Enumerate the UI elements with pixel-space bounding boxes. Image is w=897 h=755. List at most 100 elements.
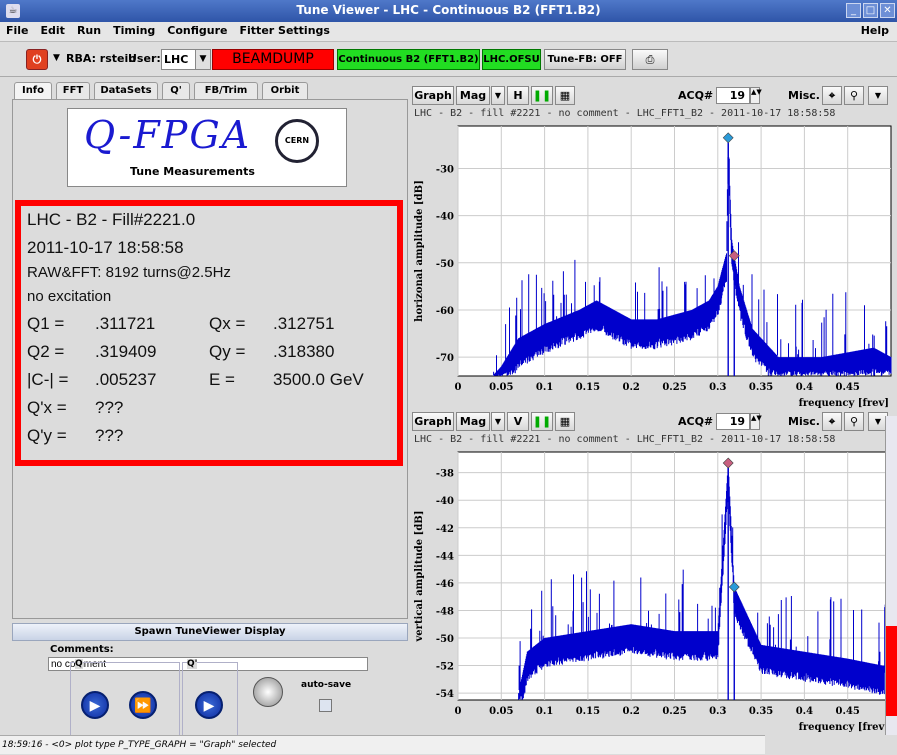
tab-datasets[interactable]: DataSets — [94, 82, 158, 99]
x-tick-label: 0.4 — [796, 706, 813, 717]
info-fill: LHC - B2 - Fill#2221.0 — [27, 210, 196, 229]
menu-file[interactable]: File — [6, 24, 29, 37]
qfpga-logo: Q-FPGA Tune Measurements CERN — [67, 108, 347, 187]
close-icon[interactable]: ✕ — [880, 3, 895, 18]
bottom-graph-button[interactable]: Graph — [412, 412, 454, 431]
maximize-icon[interactable]: □ — [863, 3, 878, 18]
top-acq-label: ACQ# — [678, 89, 714, 102]
x-tick-label: 0.25 — [662, 706, 686, 717]
top-graph-button[interactable]: Graph — [412, 86, 454, 105]
spectrum-series — [492, 143, 892, 376]
tab-info[interactable]: Info — [14, 82, 52, 101]
logo-title: Q-FPGA — [84, 113, 252, 157]
chroma-y-value: ??? — [95, 426, 124, 445]
y-tick-label: -48 — [436, 606, 454, 617]
top-misc-chevron-icon[interactable]: ▼ — [868, 86, 888, 105]
tab-qprime[interactable]: Q' — [162, 82, 190, 99]
y-tick-label: -50 — [436, 634, 454, 645]
y-axis-label: vertical amplitude [dB] — [414, 511, 425, 643]
ofsu-indicator: LHC.OFSU — [482, 49, 541, 70]
top-zoom-fit-icon[interactable]: ⌖ — [822, 86, 842, 105]
y-tick-label: -70 — [436, 353, 454, 364]
energy-value: 3500.0 GeV — [273, 370, 364, 389]
bottom-acq-input[interactable]: 19 — [716, 413, 750, 430]
record-icon[interactable] — [253, 677, 283, 707]
bottom-pause-icon[interactable]: ❚❚ — [531, 412, 553, 431]
overlapping-window-edge[interactable] — [885, 416, 897, 735]
bottom-grid-icon[interactable]: ▦ — [555, 412, 575, 431]
q2-label: Q2 = — [27, 342, 65, 361]
vertical-graph-panel: Graph Mag ▼ V ❚❚ ▦ ACQ# 19 ▲▼ Misc. ⌖ ⚲ … — [410, 410, 897, 735]
qx-value: .312751 — [273, 314, 335, 333]
menu-run[interactable]: Run — [76, 24, 102, 37]
user-label: User: — [128, 52, 161, 65]
energy-label: E = — [209, 370, 235, 389]
x-tick-label: 0.3 — [709, 382, 726, 393]
menu-fitter-settings[interactable]: Fitter Settings — [239, 24, 330, 37]
toolbar: ⏻ ▼ RBA: rstein User: LHC ▼ BEAMDUMP Con… — [0, 42, 897, 77]
x-axis-label: frequency [frev] — [799, 398, 889, 409]
bottom-misc-label: Misc. — [788, 415, 820, 428]
bottom-zoom-fit-icon[interactable]: ⌖ — [822, 412, 842, 431]
menu-configure[interactable]: Configure — [167, 24, 228, 37]
x-tick-label: 0.35 — [749, 382, 773, 393]
bottom-plane-button[interactable]: V — [507, 412, 529, 431]
java-app-icon[interactable]: ☕ — [6, 4, 20, 18]
top-grid-icon[interactable]: ▦ — [555, 86, 575, 105]
top-graph-subtitle: LHC - B2 - fill #2221 - no comment - LHC… — [414, 108, 836, 119]
info-raw-fft: RAW&FFT: 8192 turns@2.5Hz — [27, 264, 231, 281]
x-tick-label: 0.4 — [796, 382, 813, 393]
step-forward-icon[interactable]: ▶ — [81, 691, 109, 719]
user-select[interactable]: LHC ▼ — [161, 49, 211, 70]
horizontal-spectrum-chart[interactable]: 0 0.05 0.1 0.15 0.2 0.25 0.3 0.35 0.4 0.45 -30 -40 -… — [410, 122, 897, 412]
top-plane-button[interactable]: H — [507, 86, 529, 105]
tune-fb-button[interactable]: Tune-FB: OFF — [544, 49, 626, 70]
bottom-zoom-icon[interactable]: ⚲ — [844, 412, 864, 431]
top-acq-input[interactable]: 19 — [716, 87, 750, 104]
menu-bar: File Edit Run Timing Configure Fitter Setting… — [0, 22, 897, 42]
fast-forward-icon[interactable]: ⏩ — [129, 691, 157, 719]
bottom-acq-spinner-icon[interactable]: ▲▼ — [750, 413, 762, 430]
top-acq-spinner-icon[interactable]: ▲▼ — [750, 87, 762, 104]
top-pause-icon[interactable]: ❚❚ — [531, 86, 553, 105]
y-tick-label: -46 — [436, 579, 454, 590]
top-mode-select[interactable]: Mag — [456, 86, 490, 105]
tab-fft[interactable]: FFT — [56, 82, 90, 99]
y-tick-label: -60 — [436, 306, 454, 317]
user-value: LHC — [164, 53, 189, 66]
qprime-step-icon[interactable]: ▶ — [195, 691, 223, 719]
y-axis-label: horizonal amplitude [dB] — [414, 180, 425, 322]
autosave-checkbox[interactable] — [319, 699, 332, 712]
comments-input[interactable] — [48, 657, 368, 671]
spawn-tuneviewer-button[interactable]: Spawn TuneViewer Display — [12, 623, 408, 641]
title-bar[interactable]: ☕ Tune Viewer - LHC - Continuous B2 (FFT… — [0, 0, 897, 22]
y-tick-label: -52 — [436, 662, 454, 673]
chroma-y-label: Q'y = — [27, 426, 67, 445]
rba-dropdown-icon[interactable]: ▼ — [53, 53, 60, 63]
print-icon[interactable]: ⎙ — [632, 49, 668, 70]
autosave-label: auto-save — [301, 680, 352, 690]
bottom-mode-chevron-icon[interactable]: ▼ — [491, 412, 505, 431]
vertical-spectrum-chart[interactable]: 0 0.05 0.1 0.15 0.2 0.25 0.3 0.35 0.4 0.45 -38 -40 -… — [410, 448, 897, 736]
tab-fb-trim[interactable]: FB/Trim — [194, 82, 258, 99]
bottom-mode-select[interactable]: Mag — [456, 412, 490, 431]
power-icon[interactable]: ⏻ — [26, 49, 48, 70]
x-tick-label: 0.05 — [489, 382, 513, 393]
status-bar: 18:59:16 - <0> plot type P_TYPE_GRAPH = … — [0, 735, 765, 754]
menu-help[interactable]: Help — [860, 24, 889, 37]
menu-timing[interactable]: Timing — [113, 24, 156, 37]
tune-marker — [722, 132, 734, 144]
menu-edit[interactable]: Edit — [40, 24, 65, 37]
top-zoom-icon[interactable]: ⚲ — [844, 86, 864, 105]
minimize-icon[interactable]: _ — [846, 3, 861, 18]
window-title: Tune Viewer - LHC - Continuous B2 (FFT1.… — [296, 3, 601, 17]
tab-orbit[interactable]: Orbit — [262, 82, 308, 99]
overlapping-window-red-area — [886, 626, 897, 716]
top-graph-toolbar: Graph Mag ▼ H ❚❚ ▦ ACQ# 19 ▲▼ Misc. ⌖ ⚲ … — [410, 84, 897, 106]
horizontal-graph-panel: Graph Mag ▼ H ❚❚ ▦ ACQ# 19 ▲▼ Misc. ⌖ ⚲ … — [410, 84, 897, 410]
tune-marker — [728, 581, 740, 593]
tune-marker — [728, 250, 740, 262]
top-mode-chevron-icon[interactable]: ▼ — [491, 86, 505, 105]
qprime-control-group: Q' ▶ — [182, 659, 238, 736]
chevron-down-icon[interactable]: ▼ — [195, 50, 210, 69]
